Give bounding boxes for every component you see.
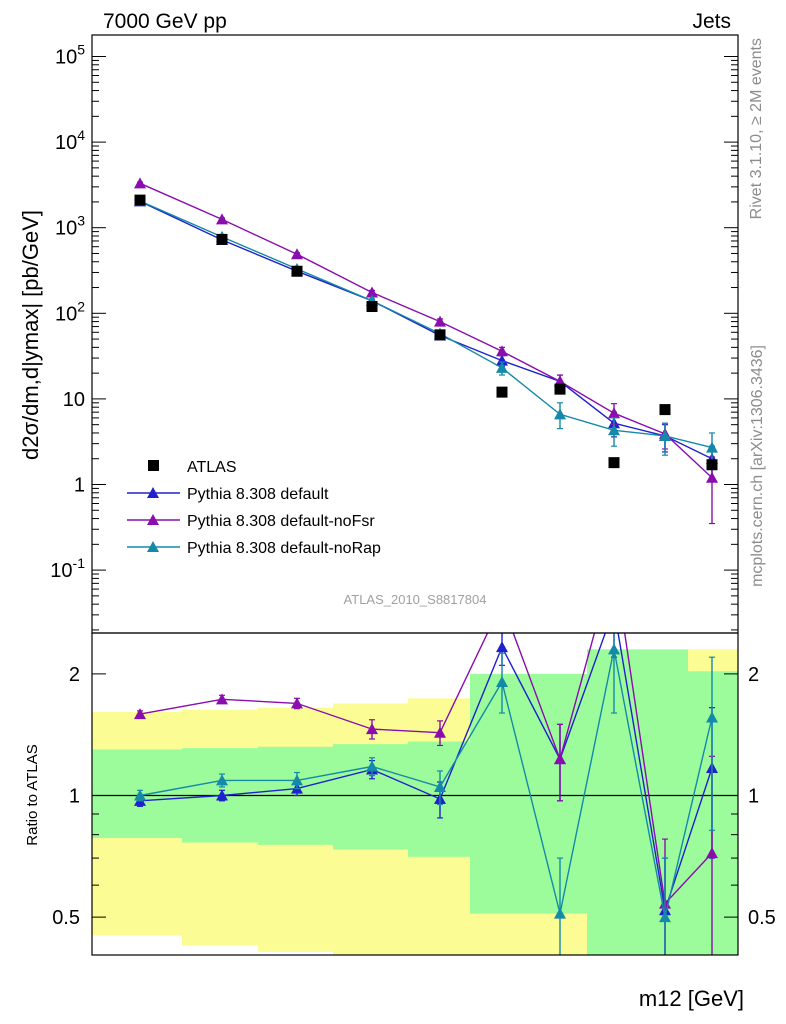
y-tick-label: 102 — [55, 298, 85, 325]
data-point — [706, 441, 718, 453]
ratio-point — [608, 555, 620, 566]
ratio-point — [608, 603, 620, 614]
legend-marker — [147, 514, 159, 525]
series-line — [139, 200, 713, 460]
ratio-point — [706, 847, 718, 859]
ratio-point — [496, 675, 508, 687]
ratio-tick-label-right: 2 — [748, 664, 759, 686]
mcplots-tag: mcplots.cern.ch [arXiv:1306.3436] — [749, 345, 766, 587]
ratio-point — [554, 753, 566, 765]
ratio-point — [216, 789, 228, 801]
ratio-point — [216, 774, 228, 786]
data-point — [554, 408, 566, 420]
x-axis-label: m12 [GeV] — [639, 986, 744, 1011]
legend-marker — [147, 541, 159, 552]
rivet-tag: Rivet 3.1.10, ≥ 2M events — [748, 38, 765, 219]
ratio-point — [706, 711, 718, 723]
data-point — [496, 354, 508, 366]
ratio-tick-label: 2 — [69, 664, 80, 686]
legend-label: Pythia 8.308 default — [187, 486, 329, 503]
ratio-point — [366, 760, 378, 772]
ratio-point — [291, 774, 303, 786]
data-point — [216, 213, 228, 225]
data-point — [291, 248, 303, 260]
reference-series — [134, 194, 718, 471]
y-tick-label: 10-1 — [50, 555, 85, 582]
ratio-tick-label-right: 0.5 — [748, 907, 776, 929]
data-point — [608, 407, 620, 419]
ratio-point — [496, 641, 508, 653]
ratio-panel: 0.5 0.5 1 1 2 2 Ratio to ATLAS — [24, 555, 776, 956]
stat-band — [333, 744, 408, 850]
stat-band — [470, 673, 533, 914]
y-tick-label: 105 — [55, 42, 85, 69]
ratio-series-3 — [134, 633, 718, 955]
y-tick-label: 103 — [55, 213, 85, 240]
ratio-point — [216, 693, 228, 705]
ratio-point — [366, 723, 378, 735]
reference-point — [434, 329, 446, 341]
reference-point — [706, 459, 718, 471]
uncertainty-bands — [92, 649, 738, 955]
ratio-series-2 — [134, 555, 718, 955]
reference-point — [659, 404, 671, 416]
ratio-point — [434, 726, 446, 738]
ratio-point — [134, 708, 146, 720]
data-point — [659, 429, 671, 441]
reference-point — [366, 301, 378, 313]
legend-marker — [148, 460, 159, 471]
legend-label: Pythia 8.308 default-noFsr — [187, 513, 375, 530]
observable-label: Jets — [692, 10, 731, 33]
reference-point — [291, 265, 303, 277]
legend-marker — [147, 487, 159, 498]
collision-label: 7000 GeV pp — [103, 10, 227, 33]
reference-point — [134, 194, 146, 206]
data-point — [608, 424, 620, 436]
reference-point — [496, 386, 508, 398]
data-point — [134, 177, 146, 189]
data-point — [496, 345, 508, 357]
stat-band — [640, 649, 688, 955]
ratio-point — [496, 597, 508, 608]
data-point — [434, 315, 446, 327]
ratio-point — [608, 643, 620, 655]
y-tick-label: 104 — [55, 127, 85, 154]
analysis-id: ATLAS_2010_S8817804 — [344, 592, 487, 607]
ratio-point — [554, 907, 566, 919]
ratio-point — [434, 780, 446, 792]
series-line — [139, 182, 713, 479]
legend: ATLAS Pythia 8.308 default Pythia 8.308 de… — [127, 459, 381, 557]
ratio-axis-label: Ratio to ATLAS — [24, 744, 41, 845]
ratio-point — [291, 697, 303, 709]
ratio-line — [139, 649, 713, 918]
ratio-line — [139, 633, 713, 911]
data-point — [706, 471, 718, 483]
legend-label: Pythia 8.308 default-noRap — [187, 540, 381, 557]
reference-point — [608, 457, 620, 469]
y-tick-label: 1 — [74, 475, 85, 497]
ratio-point — [659, 911, 671, 923]
ratio-point — [134, 789, 146, 801]
series-line — [139, 200, 713, 449]
ratio-line — [139, 633, 713, 906]
data-point — [496, 361, 508, 373]
ratio-frame — [91, 632, 739, 956]
stat-band — [92, 749, 182, 838]
ratio-tick-label: 1 — [69, 786, 80, 808]
reference-point — [554, 383, 566, 395]
ratio-tick-label-right: 1 — [748, 786, 759, 808]
ratio-tick-label: 0.5 — [52, 907, 80, 929]
main-panel: 10-1 1 10 102 103 104 105 d2σ/dm,d|ymax| [pb/G… — [18, 34, 739, 634]
legend-label: ATLAS — [187, 459, 237, 476]
reference-point — [216, 233, 228, 245]
data-point — [366, 286, 378, 298]
y-tick-label: 10 — [63, 389, 85, 411]
y-axis-label: d2σ/dm,d|ymax| [pb/GeV] — [18, 210, 43, 460]
